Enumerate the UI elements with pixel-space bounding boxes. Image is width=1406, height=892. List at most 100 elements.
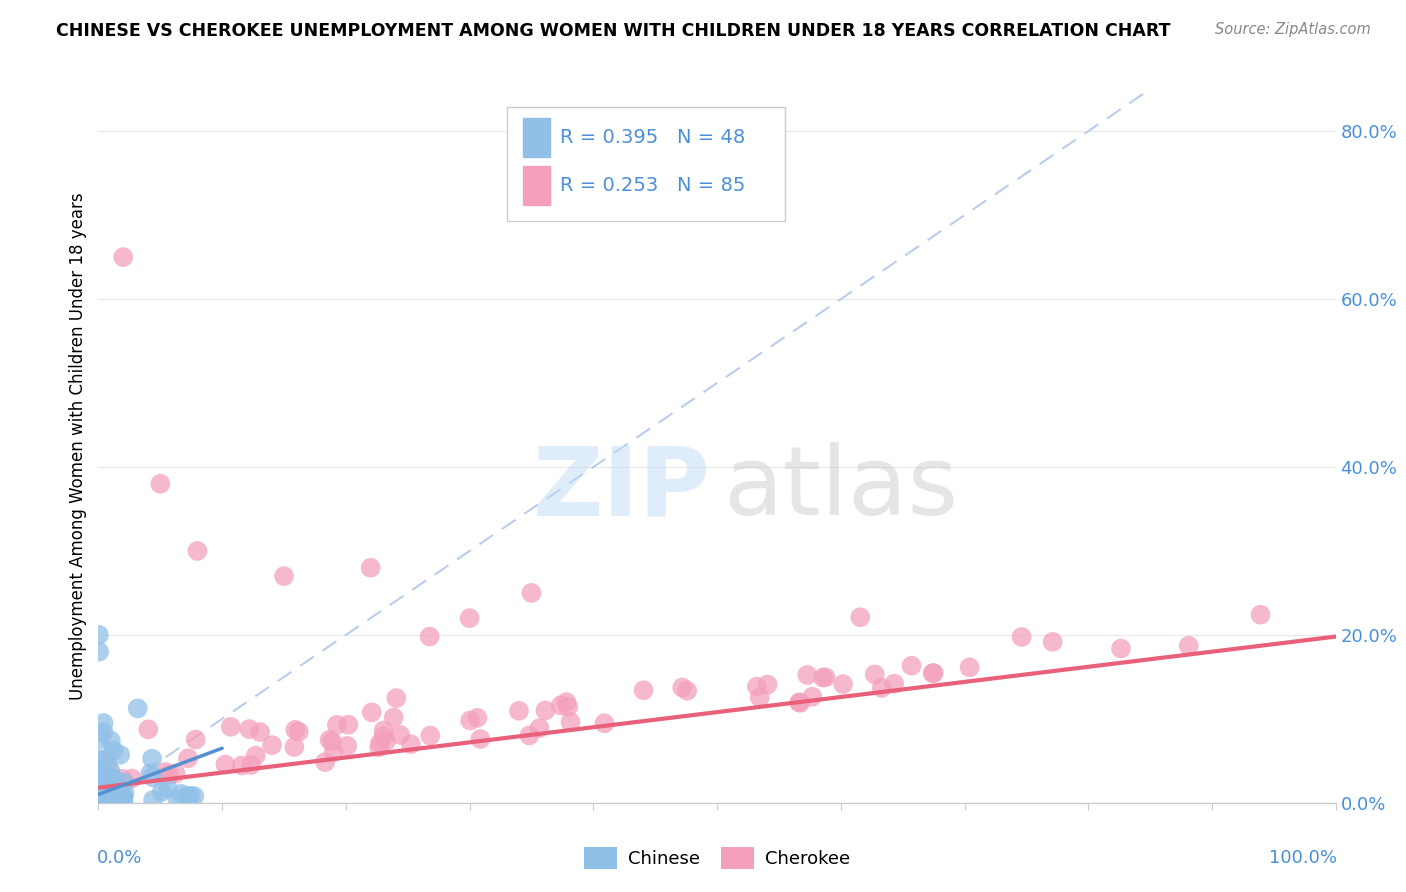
Point (863, 667, 886, 681)
Point (399, 737, 422, 751)
Point (382, 710, 405, 724)
Point (111, 790, 134, 805)
Point (756, 677, 779, 691)
Point (142, 770, 165, 784)
Point (139, 766, 162, 780)
Point (89, 732, 111, 747)
Point (112, 775, 135, 789)
Point (534, 703, 557, 717)
Point (104, 780, 127, 794)
Text: R = 0.253   N = 85: R = 0.253 N = 85 (560, 176, 745, 195)
Point (93, 716, 115, 731)
Point (520, 586, 543, 600)
Point (112, 796, 135, 810)
Point (373, 729, 395, 743)
Point (322, 745, 344, 759)
Point (165, 766, 187, 780)
Point (94, 765, 117, 780)
Point (186, 544, 208, 558)
Point (288, 724, 311, 739)
Point (91, 764, 114, 778)
Point (87, 752, 110, 766)
Point (745, 680, 768, 694)
Point (111, 772, 134, 786)
Point (183, 789, 205, 804)
Point (100, 764, 122, 778)
Point (318, 732, 340, 747)
Point (467, 711, 489, 725)
Point (260, 738, 283, 752)
Point (811, 671, 834, 685)
Point (240, 757, 263, 772)
Text: R = 0.395   N = 48: R = 0.395 N = 48 (560, 128, 745, 147)
Point (458, 611, 481, 625)
Point (91, 795, 114, 809)
Point (368, 740, 391, 755)
Point (249, 725, 271, 739)
Text: 100.0%: 100.0% (1270, 849, 1337, 867)
Point (389, 728, 412, 742)
Point (89, 787, 111, 801)
Point (87, 764, 110, 778)
Point (93, 725, 115, 739)
Point (104, 772, 127, 786)
Point (336, 739, 359, 753)
Point (419, 630, 441, 644)
Point (633, 683, 655, 698)
Point (91, 780, 114, 794)
Point (98, 790, 121, 805)
Point (883, 677, 905, 691)
Point (87, 628, 110, 642)
Point (112, 250, 135, 264)
Point (112, 791, 135, 805)
Point (108, 794, 131, 808)
Legend: Chinese, Cherokee: Chinese, Cherokee (576, 839, 858, 876)
Point (557, 699, 579, 714)
Point (1250, 607, 1272, 622)
Point (89, 645, 111, 659)
Point (110, 747, 132, 762)
Point (870, 681, 893, 695)
Point (375, 734, 398, 748)
Point (922, 666, 945, 681)
Text: CHINESE VS CHEROKEE UNEMPLOYMENT AMONG WOMEN WITH CHILDREN UNDER 18 YEARS CORREL: CHINESE VS CHEROKEE UNEMPLOYMENT AMONG W… (56, 22, 1171, 40)
Point (796, 668, 818, 682)
Point (121, 772, 143, 786)
Point (529, 721, 551, 735)
Point (245, 748, 267, 763)
Point (373, 723, 395, 738)
Point (96, 777, 118, 791)
Point (273, 569, 295, 583)
Point (1011, 630, 1033, 644)
Point (179, 789, 201, 803)
Point (97, 788, 120, 802)
Point (177, 751, 200, 765)
Point (97, 776, 120, 790)
Point (231, 758, 253, 772)
Point (219, 720, 242, 734)
Point (555, 695, 578, 709)
Point (900, 658, 922, 673)
Point (676, 683, 699, 698)
Point (787, 695, 810, 709)
Point (141, 751, 163, 765)
Point (671, 681, 693, 695)
Point (368, 736, 391, 750)
Point (284, 723, 307, 737)
Point (321, 734, 343, 748)
Point (155, 764, 177, 779)
Point (89, 766, 111, 780)
Point (184, 732, 207, 747)
Point (360, 706, 382, 720)
Text: atlas: atlas (723, 442, 959, 535)
Point (96, 752, 118, 766)
Point (326, 718, 349, 732)
Point (176, 789, 198, 803)
Point (1109, 641, 1132, 656)
Point (127, 701, 149, 715)
Point (157, 768, 180, 782)
Point (748, 690, 770, 705)
Point (89, 777, 111, 791)
FancyBboxPatch shape (506, 107, 785, 221)
Y-axis label: Unemployment Among Women with Children Under 18 years: Unemployment Among Women with Children U… (69, 192, 87, 700)
